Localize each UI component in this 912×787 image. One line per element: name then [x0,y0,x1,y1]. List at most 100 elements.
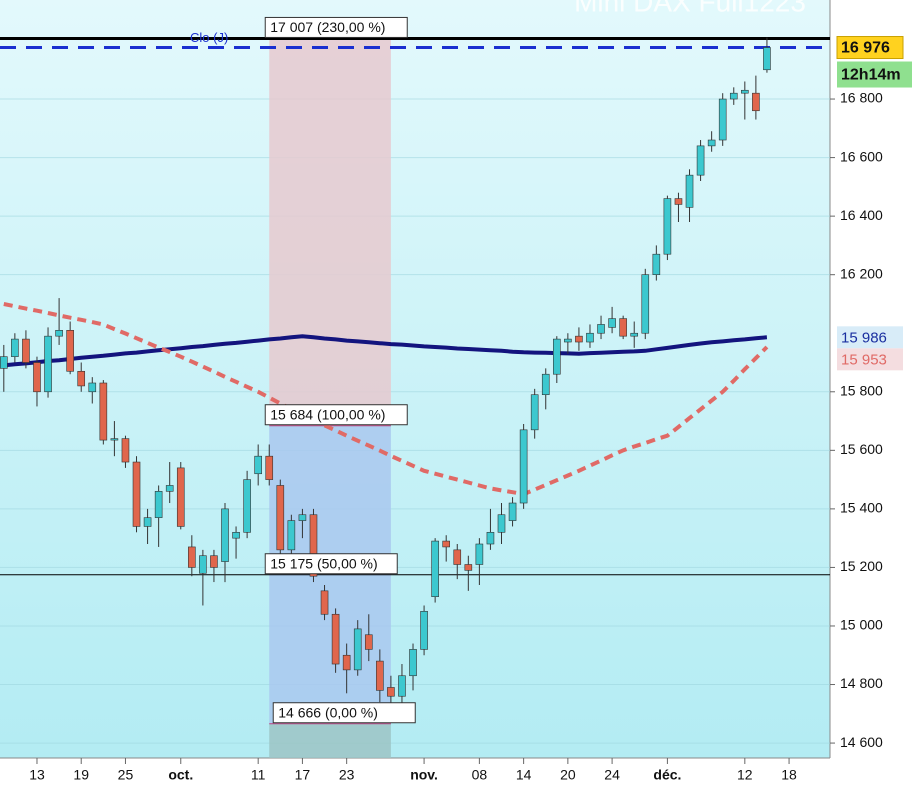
fib-label: 17 007 (230,00 %) [270,19,385,35]
candle-body [276,485,285,551]
candle-body [320,590,329,615]
candle-body [243,479,251,533]
y-tick-label: 15 800 [840,382,883,398]
plot-background [0,0,830,758]
candle-body [685,174,694,208]
y-tick-label: 14 600 [840,734,883,750]
candle-body [199,555,207,574]
x-tick-label: 12 [737,767,753,783]
candle-body [707,139,716,147]
candle-body [696,145,705,176]
countdown-box [837,61,912,88]
plot: Clo (J) [0,30,830,758]
y-tick-label: 15 000 [840,617,883,633]
x-axis-background [0,758,830,787]
y-tick-label: 16 800 [840,90,883,106]
candle-body [763,47,771,71]
candle-body [353,628,362,671]
candle-body [464,564,473,571]
candle-body [99,382,108,441]
candle-body [409,649,417,677]
candle-body [210,555,218,568]
fib-label-box [264,553,398,575]
candle-body [597,324,605,334]
x-tick-label: 13 [29,767,45,783]
candle-body [564,338,572,343]
x-tick-label: 08 [472,767,488,783]
fib-label-box [264,404,408,426]
x-tick-label: nov. [410,767,438,783]
candle-body [630,332,639,337]
candle-body [519,429,528,504]
candle-body [674,198,683,205]
candle-body [132,461,141,527]
candle-body [387,687,395,697]
candle-body [44,335,52,393]
price-tag [837,326,903,349]
price-tag [836,36,904,60]
x-tick-label: 19 [73,767,89,783]
candle-body [541,373,550,396]
candle-body [331,613,340,665]
candle-body [165,485,174,492]
candle-body [420,611,428,650]
candle-body [586,332,594,343]
watermark-title: Mini DAX Full1223 [574,0,806,17]
candle-body [729,92,738,100]
x-tick-label: oct. [168,767,193,783]
y-tick-label: 14 800 [840,675,883,691]
fib-label: 15 684 (100,00 %) [270,406,385,422]
x-tick-label: 25 [118,767,134,783]
candle-body [608,318,616,328]
candle-body [254,455,262,475]
candle-body [575,335,583,343]
candle-body [176,467,185,527]
y-tick-label: 15 600 [840,441,883,457]
candle-body [154,491,163,518]
candle-body [55,330,63,337]
candle-body [663,198,672,255]
candle-body [741,89,749,94]
candle-body [376,660,384,691]
fib-zone [269,38,391,426]
candle-body [442,540,451,548]
y-tick-label: 15 400 [840,500,883,516]
candle-body [475,543,484,565]
axis-background [830,0,912,787]
candle-body [364,634,373,650]
candle-body [486,531,495,545]
fib-zone [269,723,391,758]
candle-body [552,338,561,375]
x-tick-label: 17 [295,767,311,783]
candle-body [641,274,650,334]
moving-average [3,334,768,368]
fib-label: 15 175 (50,00 %) [270,555,377,571]
candle-body [287,520,296,551]
candle-body [11,338,19,357]
candle-body [619,318,627,337]
price-tag [837,348,903,371]
price-tag-label: 16 976 [841,40,890,57]
moving-average [3,302,769,497]
candle-body [497,514,506,533]
y-tick-label: 15 200 [840,558,883,574]
candle-body [33,362,41,393]
x-tick-label: 24 [604,767,620,783]
candle-body [298,514,307,521]
candle-body [752,92,760,112]
x-tick-label: déc. [653,767,681,783]
candle-body [398,675,406,697]
candle-body [121,438,130,463]
candle-body [453,549,462,565]
price-tag-label: 15 986 [841,329,887,346]
candle-body [66,330,74,372]
candle-body [221,508,229,562]
x-tick-label: 14 [516,767,532,783]
fib-label-box [264,16,408,38]
x-tick-label: 18 [781,767,797,783]
y-tick-label: 16 200 [840,265,883,281]
candle-body [0,356,8,369]
close-line-label: Clo (J) [190,30,228,45]
countdown: 12h14m [841,67,901,84]
